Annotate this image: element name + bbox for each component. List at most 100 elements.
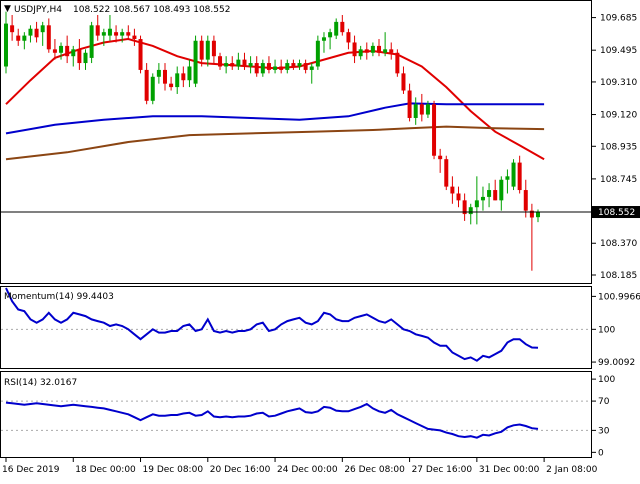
ohlc-readout: 108.522 108.567 108.493 108.552 bbox=[73, 5, 230, 15]
candle-body bbox=[469, 207, 473, 214]
candle-body bbox=[4, 24, 8, 67]
candle-body bbox=[218, 56, 222, 66]
candle-body bbox=[438, 156, 442, 159]
candle-body bbox=[59, 46, 63, 53]
candle-body bbox=[151, 77, 155, 101]
candle-body bbox=[267, 63, 271, 70]
candle-body bbox=[53, 49, 57, 52]
candle-body bbox=[328, 32, 332, 37]
momentum-title: Momentum(14) 99.4403 bbox=[4, 292, 114, 302]
indicator-tick-label: 70 bbox=[598, 397, 610, 407]
indicator-tick-label: 100.9966 bbox=[598, 292, 640, 302]
candle-body bbox=[71, 49, 75, 56]
candle-body bbox=[426, 104, 430, 114]
price-label-box: 108.552 bbox=[592, 206, 640, 218]
indicator-tick-label: 100 bbox=[598, 325, 615, 335]
candle-body bbox=[353, 42, 357, 56]
candle-body bbox=[512, 163, 516, 187]
time-tick-label: 26 Dec 08:00 bbox=[344, 465, 405, 475]
candle-body bbox=[157, 70, 161, 77]
candle-body bbox=[457, 193, 461, 200]
candle bbox=[194, 36, 198, 87]
candle-body bbox=[518, 163, 522, 190]
candle-body bbox=[132, 36, 136, 39]
candle-body bbox=[487, 190, 491, 197]
candle-body bbox=[230, 63, 234, 66]
candle-body bbox=[28, 29, 32, 36]
candle-body bbox=[169, 84, 173, 87]
candle bbox=[139, 36, 143, 74]
candle-body bbox=[249, 63, 253, 66]
candle-body bbox=[114, 32, 118, 35]
candle bbox=[512, 159, 516, 190]
time-tick-label: 18 Dec 00:00 bbox=[75, 465, 136, 475]
price-tick-label: 109.495 bbox=[600, 46, 637, 56]
candle-body bbox=[371, 46, 375, 53]
candle-body bbox=[316, 41, 320, 67]
candle bbox=[432, 101, 436, 159]
candle-body bbox=[524, 190, 528, 211]
candle-body bbox=[194, 41, 198, 84]
candle-body bbox=[102, 32, 106, 35]
rsi-title: RSI(14) 32.0167 bbox=[4, 378, 77, 388]
candle-body bbox=[298, 63, 302, 66]
candle-body bbox=[273, 66, 277, 69]
candle-body bbox=[291, 63, 295, 66]
candle-body bbox=[377, 46, 381, 53]
candle-body bbox=[475, 200, 479, 207]
time-tick-label: 16 Dec 2019 bbox=[2, 465, 60, 475]
candle bbox=[316, 36, 320, 70]
candle-body bbox=[261, 63, 265, 73]
candle-body bbox=[340, 22, 344, 32]
candle-body bbox=[200, 41, 204, 60]
price-tick-label: 108.370 bbox=[600, 239, 637, 249]
candle-body bbox=[181, 73, 185, 80]
candle-body bbox=[359, 49, 363, 56]
candle-body bbox=[108, 29, 112, 36]
candle-body bbox=[22, 36, 26, 41]
candle-body bbox=[90, 25, 94, 58]
candle-body bbox=[444, 159, 448, 186]
candle-body bbox=[432, 104, 436, 155]
candle-body bbox=[395, 53, 399, 74]
price-tick-label: 108.935 bbox=[600, 142, 637, 152]
candle-body bbox=[334, 22, 338, 36]
candle-body bbox=[10, 25, 14, 32]
indicator-tick-label: 30 bbox=[598, 426, 610, 436]
candle-body bbox=[47, 25, 51, 49]
time-tick-label: 2 Jan 08:00 bbox=[546, 465, 598, 475]
candle-body bbox=[365, 49, 369, 52]
candle-body bbox=[65, 46, 69, 56]
candle-body bbox=[499, 180, 503, 201]
candle-body bbox=[322, 37, 326, 40]
candle-body bbox=[175, 73, 179, 87]
candle bbox=[151, 73, 155, 104]
candle-body bbox=[389, 49, 393, 52]
candle-body bbox=[420, 104, 424, 114]
chart-header: ▼ USDJPY,H4 108.522 108.567 108.493 108.… bbox=[4, 4, 230, 15]
candle-body bbox=[536, 212, 540, 217]
symbol-label: USDJPY,H4 bbox=[14, 5, 62, 15]
candle-body bbox=[35, 29, 39, 38]
candle-body bbox=[401, 73, 405, 90]
candle-body bbox=[163, 70, 167, 84]
candle-body bbox=[450, 187, 454, 194]
collapse-triangle-icon[interactable]: ▼ bbox=[4, 4, 11, 14]
candle-body bbox=[310, 66, 314, 69]
price-tick-label: 108.185 bbox=[600, 271, 637, 281]
candle bbox=[90, 22, 94, 63]
candle-body bbox=[285, 63, 289, 70]
candle-body bbox=[408, 91, 412, 118]
candle-body bbox=[41, 25, 45, 32]
candle-body bbox=[96, 25, 100, 35]
time-tick-label: 24 Dec 00:00 bbox=[277, 465, 338, 475]
time-tick-label: 19 Dec 08:00 bbox=[143, 465, 204, 475]
candle-body bbox=[77, 49, 81, 63]
time-tick-label: 31 Dec 00:00 bbox=[479, 465, 540, 475]
candle-body bbox=[493, 190, 497, 200]
candle-body bbox=[279, 66, 283, 69]
candle-body bbox=[120, 32, 124, 35]
current-price-label: 108.552 bbox=[598, 208, 635, 218]
